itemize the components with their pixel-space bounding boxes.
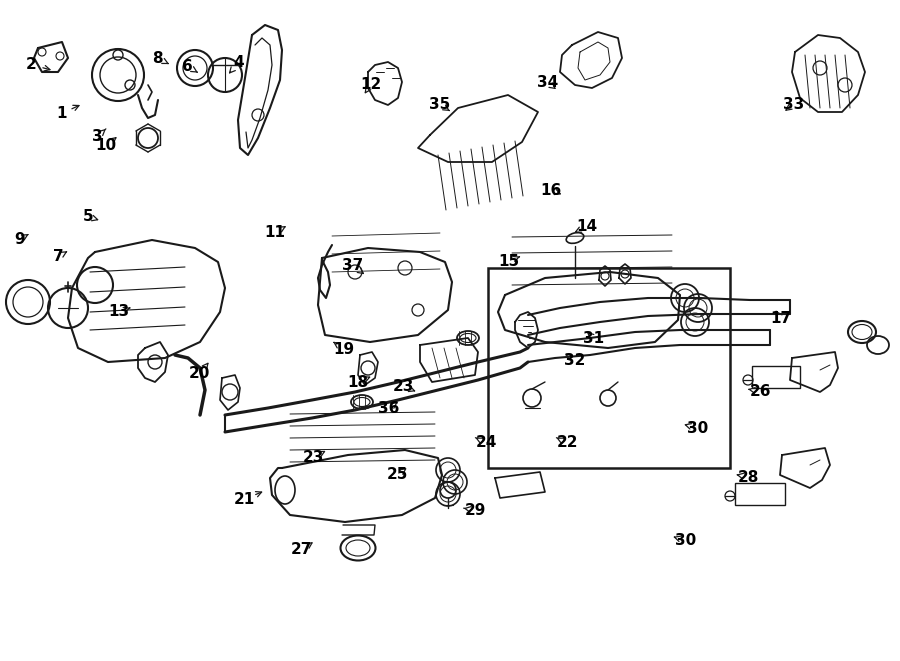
Text: 20: 20 <box>189 366 211 381</box>
Text: 6: 6 <box>182 59 193 73</box>
Text: 30: 30 <box>687 421 708 436</box>
Text: 34: 34 <box>536 75 558 90</box>
Text: 10: 10 <box>95 138 117 153</box>
Text: 4: 4 <box>233 56 244 70</box>
Text: 21: 21 <box>234 492 256 506</box>
Text: 2: 2 <box>26 58 37 72</box>
Text: 22: 22 <box>556 436 578 450</box>
Text: 33: 33 <box>783 97 805 112</box>
Text: 18: 18 <box>347 375 369 389</box>
Text: 23: 23 <box>392 379 414 394</box>
Text: 9: 9 <box>14 232 25 247</box>
Text: 32: 32 <box>563 353 585 368</box>
Bar <box>735 483 785 505</box>
Text: 8: 8 <box>152 51 163 65</box>
Text: 16: 16 <box>540 183 562 198</box>
Bar <box>752 366 800 388</box>
Text: 23: 23 <box>302 450 324 465</box>
Text: 1: 1 <box>56 106 67 121</box>
Text: 28: 28 <box>738 470 760 485</box>
Text: 13: 13 <box>108 305 130 319</box>
Text: 5: 5 <box>83 210 94 224</box>
Text: 11: 11 <box>264 225 285 240</box>
Text: 31: 31 <box>583 331 605 346</box>
Text: 36: 36 <box>378 401 400 416</box>
Text: 15: 15 <box>498 254 519 268</box>
Text: 29: 29 <box>464 503 486 518</box>
Bar <box>488 268 730 468</box>
Text: 37: 37 <box>342 258 364 273</box>
Text: 25: 25 <box>387 467 409 482</box>
Text: 19: 19 <box>333 342 355 356</box>
Text: 35: 35 <box>428 97 450 112</box>
Text: 27: 27 <box>291 543 312 557</box>
Text: 30: 30 <box>675 533 697 548</box>
Text: 17: 17 <box>770 311 792 326</box>
Text: 26: 26 <box>750 384 771 399</box>
Text: 24: 24 <box>475 436 497 450</box>
Text: 7: 7 <box>53 249 64 264</box>
Text: 14: 14 <box>576 219 598 234</box>
Text: 3: 3 <box>92 130 103 144</box>
Text: 12: 12 <box>360 77 382 92</box>
